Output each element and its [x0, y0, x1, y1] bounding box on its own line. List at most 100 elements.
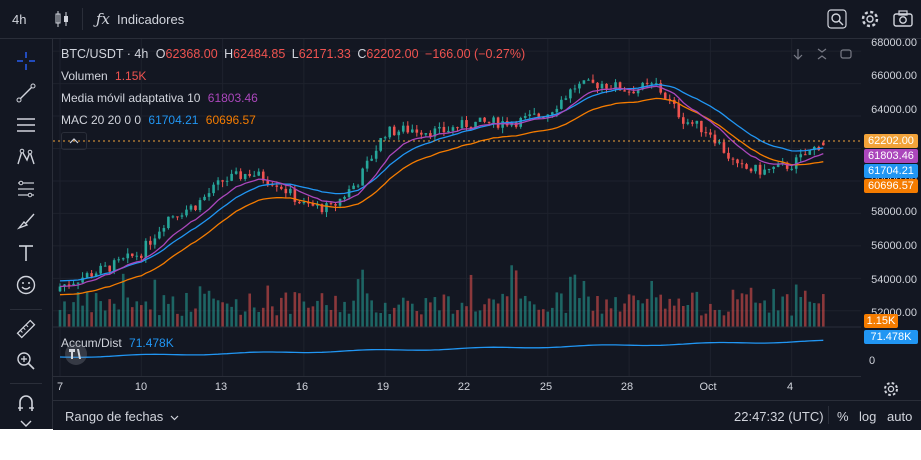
volume-bar	[293, 292, 297, 327]
volume-bar	[356, 279, 360, 327]
candle-body	[632, 91, 635, 94]
candle-body	[704, 132, 708, 134]
volume-bar	[514, 270, 518, 327]
gear-icon[interactable]	[860, 0, 880, 38]
fib-icon[interactable]	[12, 175, 40, 203]
pattern-icon[interactable]	[12, 143, 40, 171]
candle-body	[230, 173, 233, 181]
candle-body	[460, 120, 464, 129]
candle-body	[663, 92, 667, 99]
trend-line-icon[interactable]	[12, 79, 40, 107]
fx-icon[interactable]: ƒx	[96, 10, 111, 28]
candle-body	[682, 117, 685, 124]
candle-body	[234, 171, 238, 174]
volume-bar	[781, 296, 784, 327]
price-scale[interactable]: 68000.00 66000.00 64000.00 60000.00 5800…	[861, 37, 921, 376]
indicators-button[interactable]: Indicadores	[117, 11, 185, 27]
ama-legend: Media móvil adaptativa 10 61803.46	[61, 91, 258, 105]
emoji-icon[interactable]	[12, 271, 40, 299]
candle-body	[532, 113, 536, 115]
volume-bar	[320, 293, 324, 327]
candle-body	[167, 216, 170, 229]
candle-body	[401, 125, 405, 132]
zoom-in-icon[interactable]	[12, 347, 40, 375]
arrow-down-icon[interactable]	[791, 47, 805, 61]
volume-bar	[677, 298, 681, 327]
volume-bar	[740, 293, 744, 327]
candle-body	[85, 273, 89, 278]
chart-pane[interactable]: BTC/USDT · 4h O62368.00 H62484.85 L62171…	[53, 39, 861, 376]
volume-bar	[334, 295, 337, 327]
accum-legend: Accum/Dist 71.478K	[61, 336, 174, 350]
volume-bar	[248, 293, 251, 327]
volume-bar	[171, 296, 175, 327]
volume-bar	[614, 297, 617, 327]
volume-bar	[347, 313, 351, 327]
candles-icon[interactable]	[54, 0, 70, 38]
candle-body	[248, 174, 251, 176]
camera-icon[interactable]	[893, 0, 913, 38]
date-range-button[interactable]: Rango de fechas	[65, 409, 179, 424]
interval-button[interactable]: 4h	[12, 11, 27, 27]
candle-body	[727, 152, 730, 159]
log-toggle[interactable]: log	[859, 409, 877, 424]
candle-body	[302, 201, 306, 204]
candle-body	[623, 90, 626, 92]
volume-bar	[194, 308, 197, 327]
close-value: 62202.00	[366, 47, 419, 61]
candle-body	[451, 127, 455, 131]
candle-body	[564, 98, 568, 100]
volume-bar	[112, 303, 116, 327]
volume-bar	[180, 315, 184, 327]
volume-bar	[420, 314, 423, 327]
volume-bar	[225, 303, 229, 327]
gear-icon[interactable]	[882, 380, 900, 398]
volume-bar	[618, 311, 622, 327]
volume-bar	[713, 310, 717, 327]
candle-body	[266, 180, 270, 185]
clock[interactable]: 22:47:32 (UTC)	[734, 409, 824, 424]
candle-body	[754, 164, 757, 172]
tradingview-logo-icon[interactable]	[65, 343, 87, 365]
volume-bar	[447, 296, 450, 327]
candle-body	[320, 204, 324, 213]
candle-body	[243, 174, 247, 179]
ruler-icon[interactable]	[12, 315, 40, 343]
candle-body	[388, 126, 392, 138]
candle-body	[194, 205, 197, 211]
collapse-legend-button[interactable]	[61, 132, 87, 150]
percent-toggle[interactable]: %	[837, 409, 849, 424]
collapse-pane-icon[interactable]	[815, 47, 829, 61]
price-chart[interactable]	[53, 39, 861, 376]
crosshair-icon[interactable]	[12, 47, 40, 75]
horizontal-lines-icon[interactable]	[12, 111, 40, 139]
magnet-icon[interactable]	[12, 389, 40, 417]
price-tick: 68000.00	[871, 37, 917, 49]
volume-bar	[767, 312, 771, 327]
candle-body	[415, 129, 419, 133]
ama-line	[59, 85, 824, 288]
volume-bar	[537, 309, 541, 327]
time-tick: 25	[539, 381, 553, 393]
volume-bar	[81, 305, 84, 327]
volume-bar	[280, 297, 283, 327]
volume-bar	[121, 273, 125, 327]
time-scale[interactable]: 7 10 13 16 19 22 25 28 Oct 4	[53, 376, 861, 401]
candle-body	[492, 117, 495, 123]
volume-bar	[460, 302, 464, 327]
candle-body	[135, 255, 139, 257]
high-value: 62484.85	[233, 47, 286, 61]
volume-bar	[523, 295, 527, 327]
volume-bar	[239, 314, 242, 327]
volume-bar	[546, 311, 550, 327]
brush-icon[interactable]	[12, 207, 40, 235]
volume-bar	[745, 294, 748, 327]
auto-toggle[interactable]: auto	[887, 409, 913, 424]
chevron-down-icon[interactable]	[12, 419, 40, 429]
search-icon[interactable]	[827, 0, 847, 38]
maximize-pane-icon[interactable]	[839, 47, 853, 61]
volume-bar	[650, 280, 653, 327]
time-tick: 4	[786, 381, 794, 393]
text-icon[interactable]	[12, 239, 40, 267]
candle-body	[76, 282, 80, 284]
